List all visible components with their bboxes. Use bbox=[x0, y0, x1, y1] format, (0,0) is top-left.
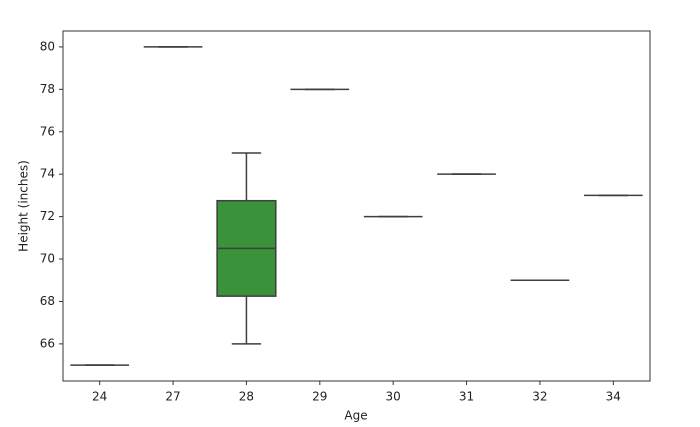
x-axis-label: Age bbox=[344, 409, 367, 423]
y-tick-label: 76 bbox=[40, 124, 55, 138]
x-tick-label: 34 bbox=[606, 390, 621, 404]
plot-frame bbox=[62, 30, 651, 382]
x-tick-label: 31 bbox=[459, 390, 474, 404]
x-tick-label: 28 bbox=[239, 390, 254, 404]
x-tick-label: 29 bbox=[312, 390, 327, 404]
y-tick-label: 74 bbox=[40, 167, 55, 181]
x-tick-label: 30 bbox=[386, 390, 401, 404]
y-tick-label: 80 bbox=[40, 39, 55, 53]
y-tick-label: 78 bbox=[40, 82, 55, 96]
y-tick-label: 66 bbox=[40, 336, 55, 350]
y-tick-label: 68 bbox=[40, 294, 55, 308]
y-tick-label: 70 bbox=[40, 252, 55, 266]
x-tick-label: 24 bbox=[92, 390, 107, 404]
x-tick-label: 32 bbox=[532, 390, 547, 404]
y-tick-label: 72 bbox=[40, 209, 55, 223]
x-tick-label: 27 bbox=[165, 390, 180, 404]
y-axis-label: Height (inches) bbox=[17, 160, 31, 252]
